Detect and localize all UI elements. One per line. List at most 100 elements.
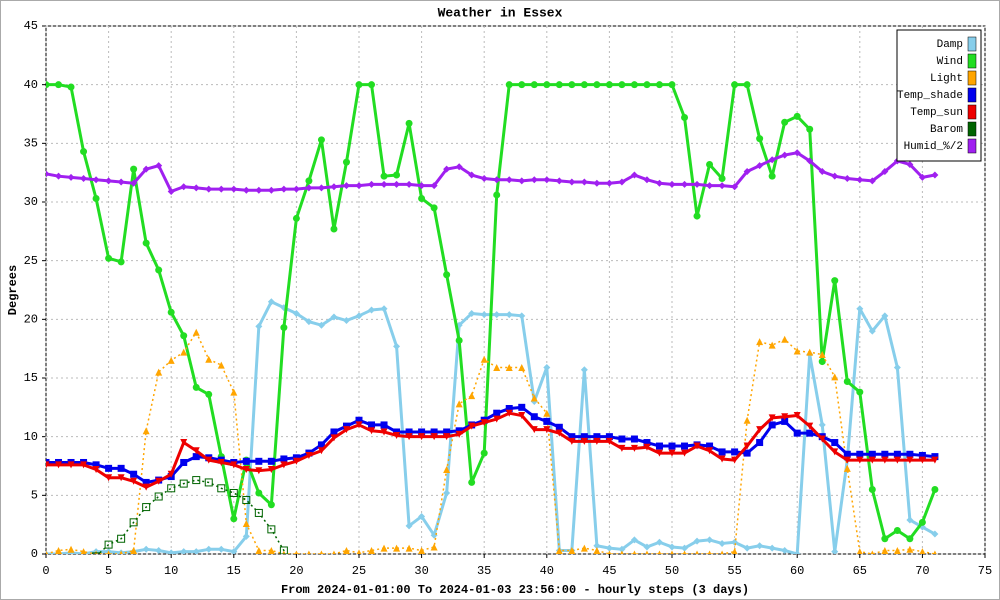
y-tick-label: 20: [24, 313, 38, 327]
marker: [593, 546, 601, 554]
marker: [104, 540, 113, 549]
marker: [593, 433, 601, 441]
marker: [580, 366, 588, 374]
marker: [180, 458, 188, 466]
x-tick-label: 75: [978, 564, 992, 578]
marker: [645, 550, 649, 554]
marker: [282, 550, 286, 554]
marker: [768, 414, 776, 422]
marker: [267, 186, 275, 194]
marker: [593, 179, 601, 187]
marker: [543, 417, 551, 425]
marker: [80, 175, 88, 183]
marker: [881, 312, 889, 320]
marker: [768, 421, 776, 429]
marker: [430, 433, 438, 441]
marker: [793, 429, 801, 437]
marker: [117, 474, 125, 482]
marker: [931, 530, 939, 538]
marker: [843, 464, 851, 472]
marker: [555, 81, 563, 89]
marker: [681, 442, 689, 450]
marker: [856, 548, 863, 554]
x-tick-label: 10: [164, 564, 178, 578]
marker: [580, 178, 588, 186]
marker: [192, 453, 200, 461]
marker: [668, 180, 676, 188]
marker: [505, 176, 513, 184]
marker: [530, 394, 538, 402]
marker: [818, 358, 826, 366]
marker: [670, 550, 674, 554]
marker: [55, 546, 63, 554]
marker: [831, 548, 839, 554]
marker: [843, 456, 851, 464]
marker: [80, 148, 88, 156]
marker: [793, 112, 801, 120]
marker: [117, 534, 126, 543]
marker: [305, 184, 313, 192]
marker: [443, 428, 451, 436]
marker: [480, 355, 488, 363]
marker: [393, 431, 401, 439]
marker: [267, 525, 276, 534]
marker: [180, 332, 188, 340]
marker: [655, 81, 663, 89]
marker: [255, 467, 263, 475]
marker: [505, 405, 513, 413]
marker: [230, 388, 238, 396]
y-tick-label: 45: [24, 19, 38, 33]
marker: [693, 442, 701, 450]
marker: [368, 306, 376, 314]
marker: [356, 549, 362, 554]
marker: [330, 313, 338, 321]
marker: [743, 167, 751, 175]
marker: [180, 348, 188, 356]
marker: [255, 322, 263, 330]
legend-swatch: [967, 53, 977, 69]
legend-label: Temp_shade: [897, 90, 963, 102]
marker: [405, 433, 413, 441]
legend-label: Damp: [937, 39, 963, 51]
marker: [292, 454, 300, 462]
marker: [893, 363, 901, 371]
marker: [505, 409, 513, 417]
marker: [468, 309, 476, 317]
marker: [130, 477, 138, 485]
marker: [493, 191, 501, 199]
y-tick-label: 15: [24, 371, 38, 385]
marker: [933, 550, 937, 554]
marker: [831, 277, 839, 285]
marker: [856, 176, 864, 184]
marker: [731, 456, 739, 464]
marker: [731, 183, 739, 191]
marker: [80, 461, 88, 469]
marker: [368, 421, 376, 429]
marker: [142, 503, 151, 512]
marker: [781, 151, 789, 159]
plot-area: [45, 25, 986, 555]
marker: [793, 412, 801, 420]
marker: [167, 470, 175, 478]
marker: [167, 356, 175, 364]
marker: [756, 439, 764, 447]
marker: [906, 450, 914, 458]
marker: [255, 457, 263, 465]
marker: [630, 435, 638, 443]
marker: [893, 456, 901, 464]
marker: [46, 81, 50, 89]
x-tick-label: 40: [540, 564, 554, 578]
marker: [618, 444, 626, 452]
marker: [743, 81, 751, 89]
marker: [217, 545, 225, 553]
marker: [768, 544, 776, 552]
marker: [267, 501, 275, 509]
marker: [918, 518, 926, 526]
marker: [806, 422, 814, 430]
marker: [105, 254, 113, 262]
marker: [831, 172, 839, 180]
marker: [818, 435, 826, 443]
legend-box: [896, 29, 982, 162]
marker: [46, 170, 50, 178]
marker: [455, 336, 463, 344]
